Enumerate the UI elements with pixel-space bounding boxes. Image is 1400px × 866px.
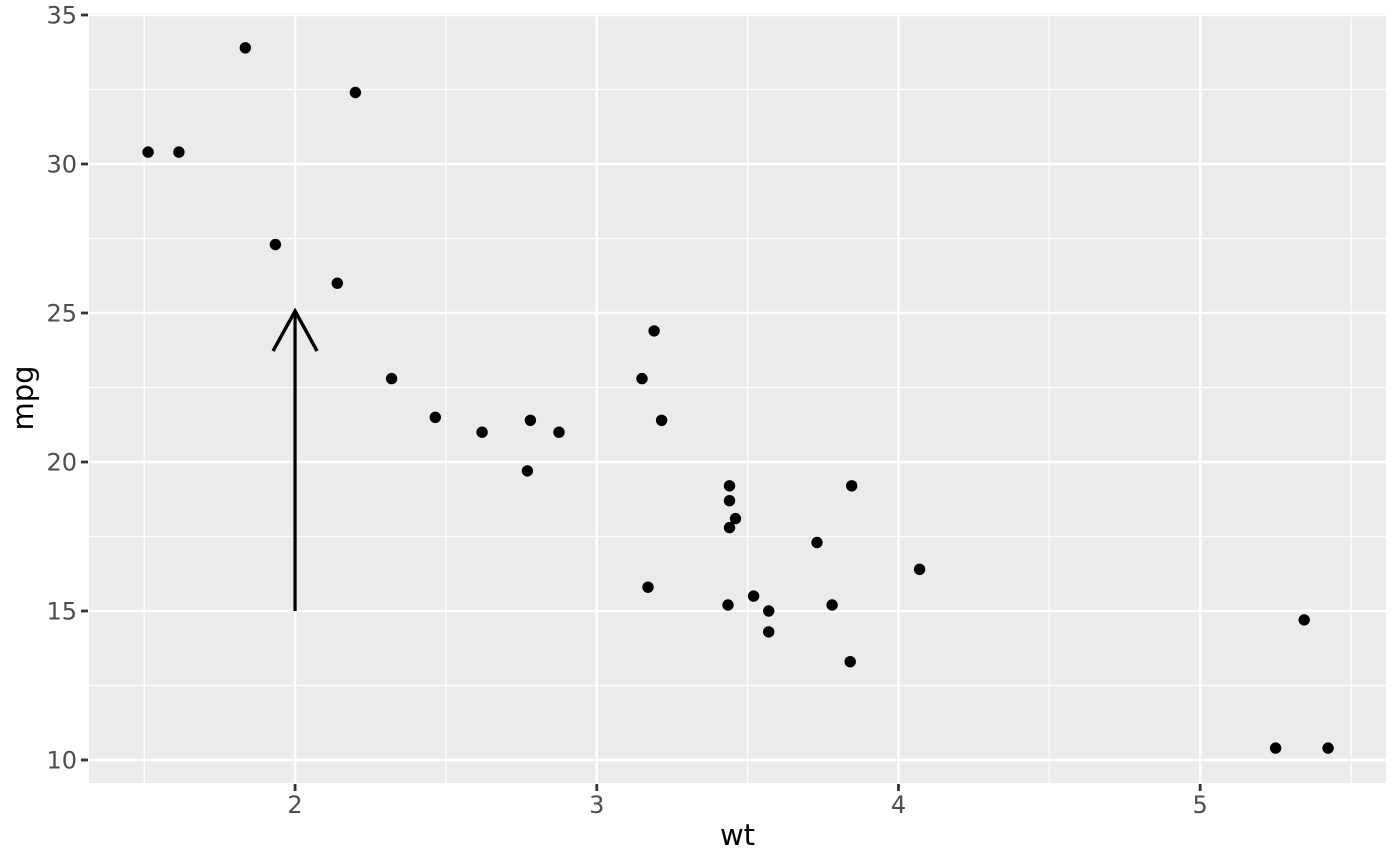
data-point (729, 512, 742, 525)
data-point (722, 599, 734, 611)
data-point (553, 426, 565, 438)
data-point (429, 411, 441, 423)
data-point (331, 277, 343, 289)
data-point (723, 480, 736, 492)
y-axis-tick-label: 10 (46, 746, 77, 774)
data-point (142, 146, 154, 158)
data-point (913, 563, 926, 575)
y-axis-tick-label: 30 (46, 150, 77, 178)
data-point (648, 325, 660, 337)
x-axis-tick-label: 2 (287, 791, 302, 819)
y-axis-tick-label: 20 (46, 448, 77, 476)
data-point (763, 626, 775, 638)
data-point (642, 581, 654, 593)
panel-background (89, 13, 1386, 783)
data-point (636, 372, 648, 385)
data-point (524, 414, 537, 426)
x-axis-title: wt (720, 818, 755, 852)
data-point (826, 599, 838, 611)
data-point (1298, 614, 1310, 626)
y-axis-title: mpg (6, 365, 40, 430)
y-axis-tick-label: 15 (46, 597, 77, 625)
data-point (349, 86, 362, 99)
x-axis-tick-label: 4 (891, 791, 906, 819)
data-point (1322, 742, 1334, 754)
data-point (385, 372, 398, 385)
data-point (723, 495, 736, 507)
x-axis-tick-label: 5 (1193, 791, 1208, 819)
y-axis-tick-label: 25 (46, 299, 77, 327)
data-point (269, 238, 282, 251)
data-point (723, 521, 736, 534)
data-point (521, 465, 534, 477)
data-point (173, 146, 185, 158)
x-axis-tick-label: 3 (589, 791, 604, 819)
data-point (655, 414, 668, 426)
y-axis-tick-label: 35 (46, 1, 77, 29)
data-point (476, 426, 488, 438)
data-point (846, 480, 858, 492)
data-point (811, 536, 823, 549)
data-point (1269, 742, 1282, 754)
data-point (763, 605, 775, 617)
arrow-annotation-head (271, 307, 319, 352)
data-point (239, 42, 251, 54)
data-point (844, 656, 856, 668)
data-point (747, 590, 760, 602)
